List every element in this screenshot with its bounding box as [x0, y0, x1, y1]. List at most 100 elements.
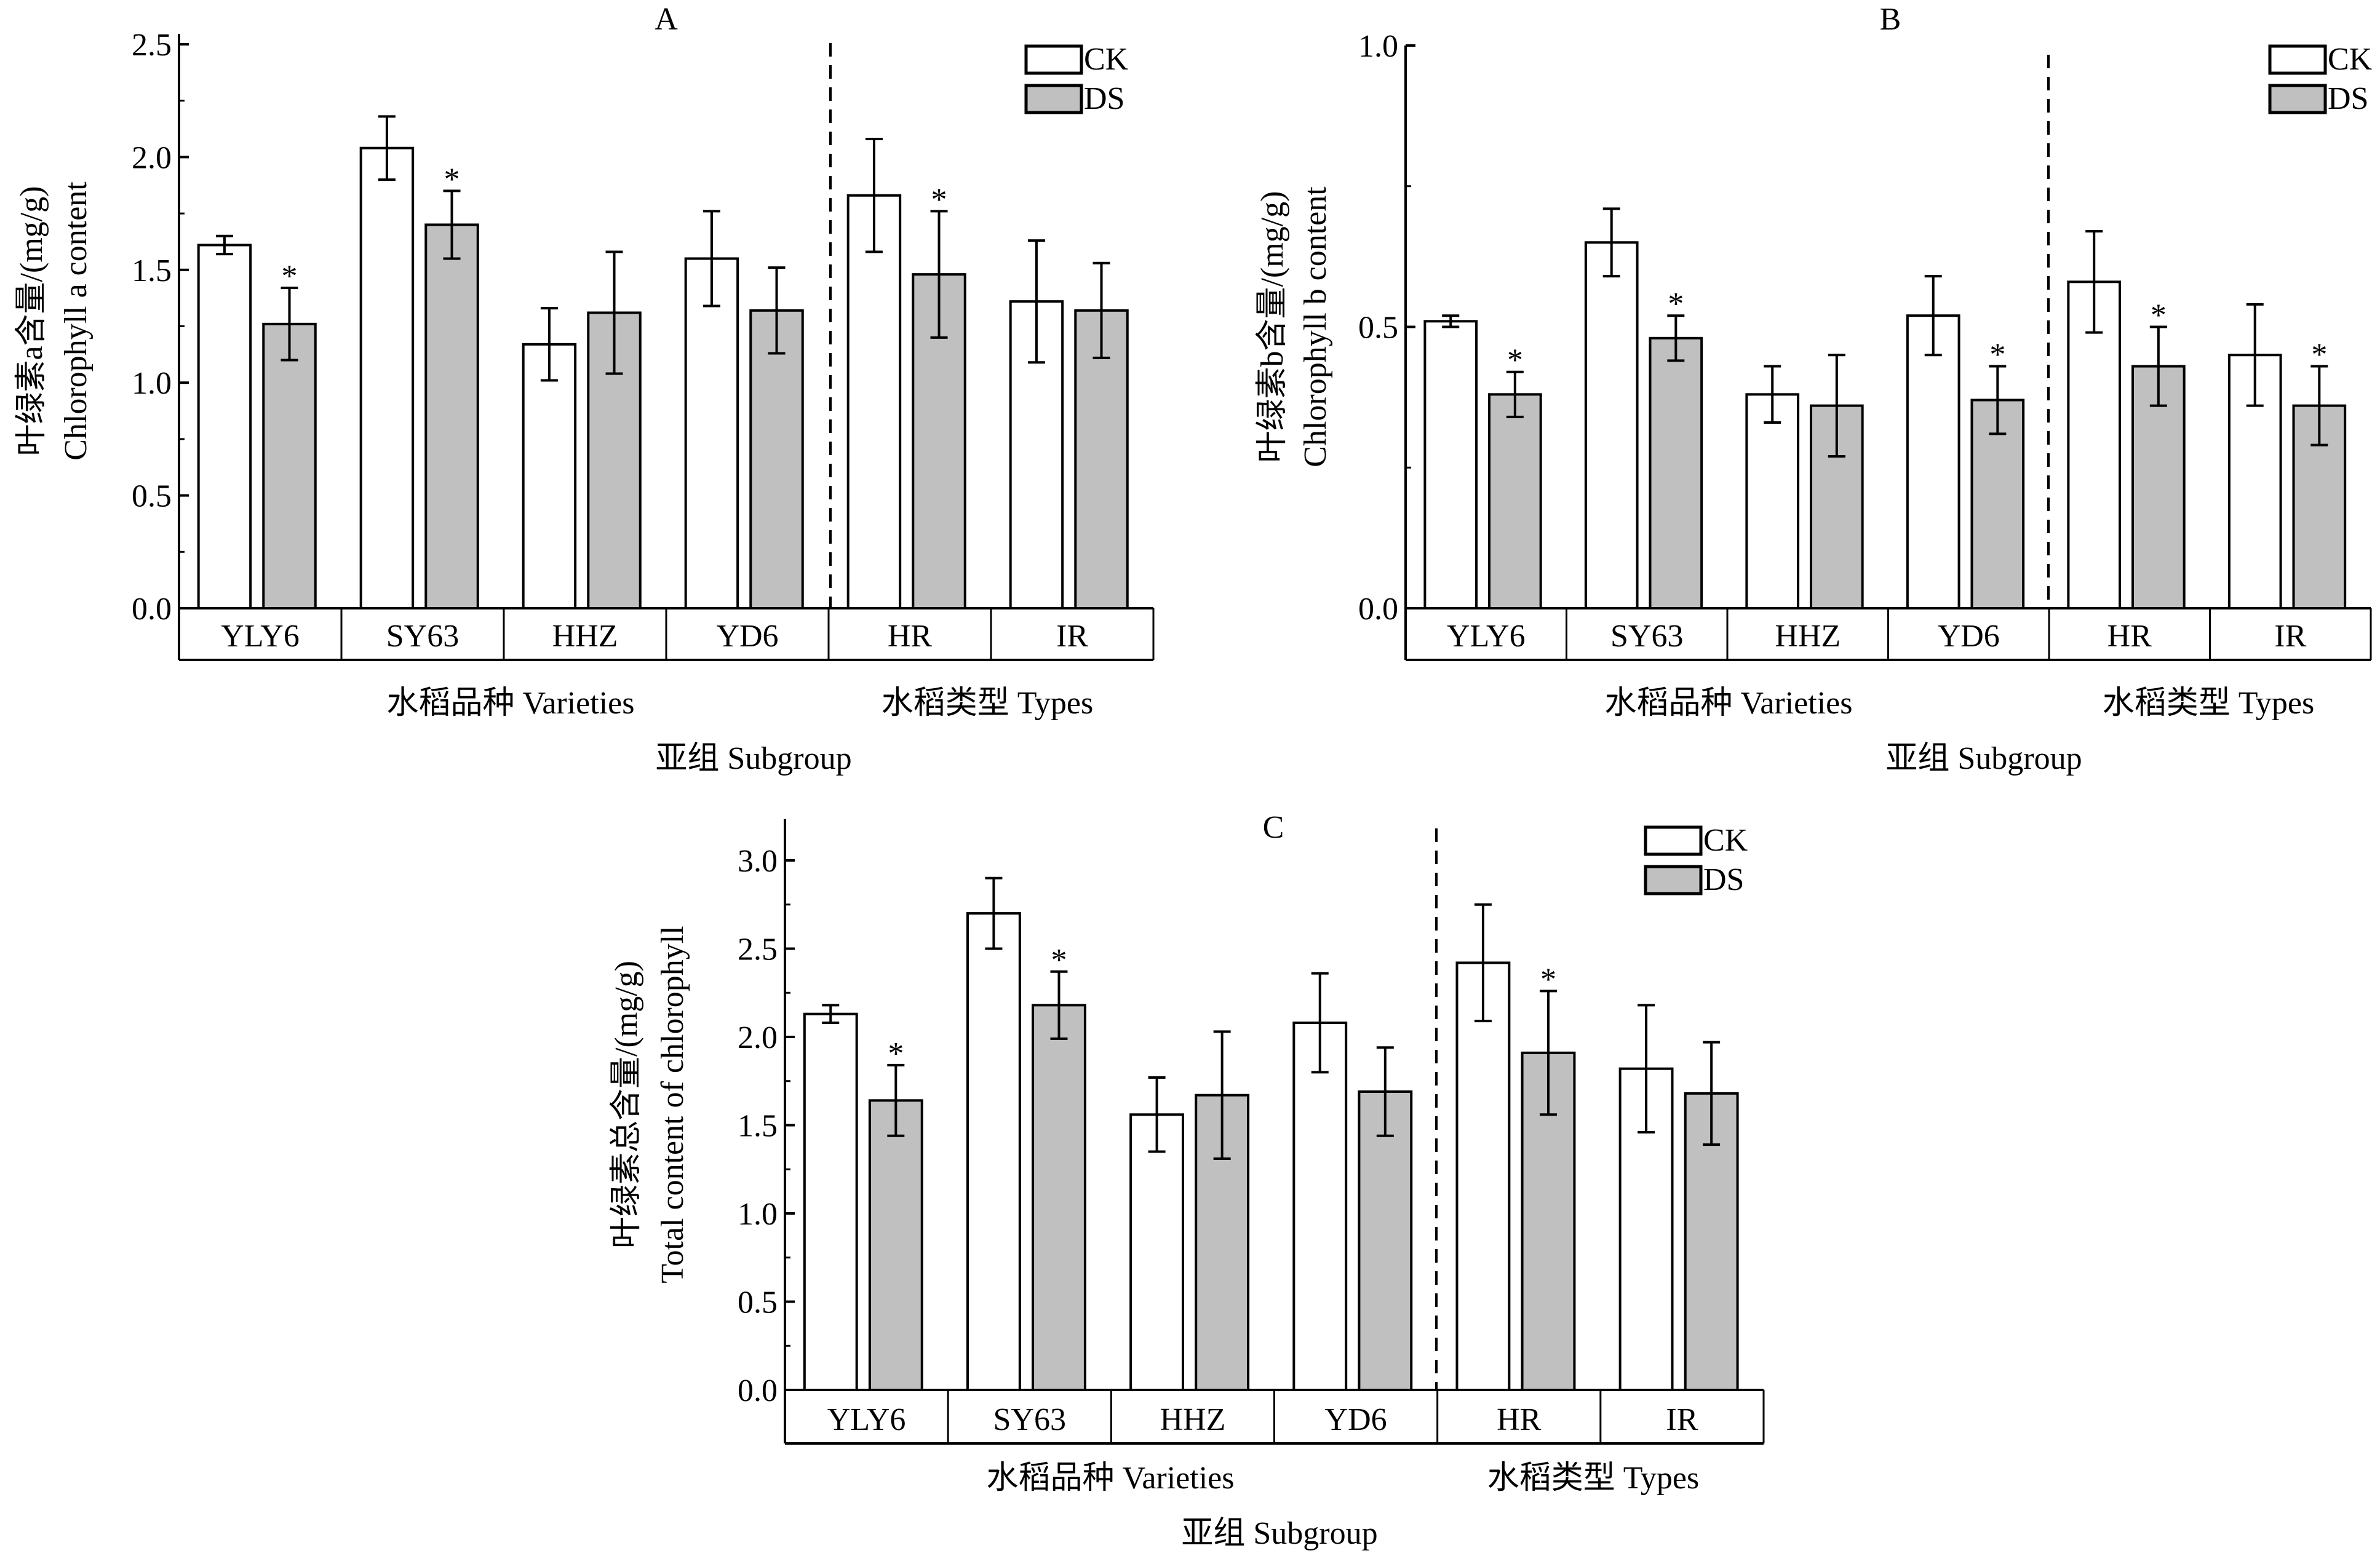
significance-marker: * — [888, 1036, 904, 1071]
x-category-label: SY63 — [1610, 619, 1683, 654]
x-category-label: YLY6 — [1447, 619, 1526, 654]
significance-marker: * — [2311, 338, 2327, 373]
y-tick-label: 0.0 — [738, 1373, 778, 1408]
y-tick-label: 0.5 — [132, 479, 172, 514]
legend-label-ds: DS — [2328, 81, 2368, 116]
y-axis-label-en: Total content of chlorophyll — [655, 926, 690, 1283]
significance-marker: * — [1051, 943, 1067, 978]
legend-label-ds: DS — [1703, 862, 1744, 897]
y-tick-label: 3.0 — [738, 844, 778, 879]
group-label-types: 水稻类型 Types — [1487, 1461, 1699, 1496]
x-axis-label: 亚组 Subgroup — [1885, 741, 2082, 776]
y-tick-label: 0.5 — [1358, 311, 1398, 346]
bar-ds — [262, 322, 317, 609]
y-axis-label-cn: 叶绿素总含量/(mg/g) — [609, 961, 644, 1248]
legend-label-ck: CK — [2328, 42, 2373, 77]
legend: CK DS — [1644, 823, 1748, 897]
y-tick-label: 1.0 — [132, 366, 172, 401]
bar-ds — [749, 309, 804, 609]
significance-marker: * — [282, 259, 298, 294]
x-axis-label: 亚组 Subgroup — [1181, 1516, 1377, 1551]
y-tick-label: 0.0 — [132, 592, 172, 627]
y-tick-label: 2.5 — [132, 28, 172, 63]
bar-ck — [197, 244, 252, 609]
x-category-label: HHZ — [552, 619, 618, 654]
y-tick-label: 0.5 — [738, 1285, 778, 1320]
y-tick-label: 1.0 — [1358, 29, 1398, 64]
y-axis-label-en: Chlorophyll b content — [1298, 186, 1333, 467]
legend-label-ck: CK — [1703, 823, 1748, 858]
bar-ck — [684, 257, 739, 609]
legend-label-ck: CK — [1084, 42, 1129, 77]
x-category-label: HR — [888, 619, 933, 654]
x-category-label: HHZ — [1160, 1402, 1225, 1437]
bar-ds — [868, 1099, 923, 1391]
group-label-types: 水稻类型 Types — [2103, 686, 2314, 721]
panel-label: A — [655, 2, 678, 37]
x-category-label: YD6 — [1325, 1402, 1387, 1437]
bar-ds — [1358, 1090, 1413, 1391]
x-category-label: SY63 — [993, 1402, 1066, 1437]
x-category-label: YD6 — [716, 619, 778, 654]
bar-ds — [1074, 309, 1129, 609]
bar-ck — [966, 912, 1021, 1391]
bar-ck — [1584, 241, 1639, 609]
significance-marker: * — [931, 182, 947, 217]
legend-swatch-ck — [2268, 44, 2327, 75]
y-tick-label: 1.5 — [132, 253, 172, 288]
legend-swatch-ds — [2268, 84, 2327, 114]
significance-marker: * — [1507, 343, 1523, 378]
group-label-varieties: 水稻品种 Varieties — [987, 1461, 1235, 1496]
group-label-types: 水稻类型 Types — [882, 686, 1093, 721]
bar-ck — [1423, 320, 1478, 609]
panel-label: B — [1880, 2, 1901, 37]
bar-ck — [803, 1012, 858, 1391]
y-tick-label: 1.0 — [738, 1197, 778, 1232]
bar-ds — [1487, 393, 1542, 609]
y-tick-label: 2.5 — [738, 932, 778, 967]
legend-label-ds: DS — [1084, 81, 1124, 116]
group-label-varieties: 水稻品种 Varieties — [387, 686, 635, 721]
bar-ck — [1745, 393, 1800, 609]
x-category-label: IR — [1056, 619, 1088, 654]
y-axis-label-cn: 叶绿素a含量/(mg/g) — [14, 186, 49, 456]
bar-ck — [1906, 314, 1960, 609]
legend-swatch-ck — [1644, 825, 1703, 856]
bar-ds — [1649, 336, 1703, 609]
bar-ck — [846, 194, 902, 610]
legend-swatch-ds — [1644, 865, 1703, 895]
significance-marker: * — [1668, 287, 1684, 322]
panel-A: A 0.0 0.5 1.0 1.5 2.0 2.5 YLY6 SY63 HHZ YD6 HR IR * * *… — [14, 2, 1155, 776]
y-tick-label: 0.0 — [1358, 592, 1398, 627]
significance-marker: * — [2151, 298, 2167, 333]
x-category-label: SY63 — [386, 619, 459, 654]
y-tick-label: 2.0 — [738, 1020, 778, 1055]
x-category-label: YLY6 — [221, 619, 300, 654]
x-category-label: HR — [1497, 1402, 1542, 1437]
y-tick-label: 1.5 — [738, 1109, 778, 1144]
bar-ds — [1032, 1004, 1086, 1391]
x-category-label: HHZ — [1775, 619, 1841, 654]
bar-ck — [1292, 1022, 1348, 1392]
legend: CK DS — [2268, 42, 2373, 116]
panel-C: C 0.0 0.5 1.0 1.5 2.0 2.5 3.0 YLY6 SY63 HHZ YD6 HR IR… — [609, 810, 1765, 1551]
bar-ds — [587, 311, 642, 609]
bar-ck — [1455, 961, 1511, 1391]
bar-ck — [359, 146, 415, 609]
x-category-label: HR — [2107, 619, 2152, 654]
panel-B: B 0.0 0.5 1.0 YLY6 SY63 HHZ YD6 HR IR * * * * * CK DS 叶绿素… — [1255, 2, 2373, 776]
x-category-label: YD6 — [1938, 619, 2000, 654]
significance-marker: * — [1540, 962, 1556, 997]
bar-ds — [424, 223, 479, 609]
legend-swatch-ds — [1024, 84, 1083, 114]
panel-label: C — [1263, 810, 1284, 845]
y-axis-label-en: Chlorophyll a content — [58, 181, 94, 461]
legend-swatch-ck — [1024, 44, 1083, 75]
group-label-varieties: 水稻品种 Varieties — [1605, 686, 1853, 721]
x-category-label: YLY6 — [827, 1402, 906, 1437]
legend: CK DS — [1024, 42, 1129, 116]
x-category-label: IR — [1666, 1402, 1698, 1437]
significance-marker: * — [1989, 338, 2005, 373]
bar-ck — [1129, 1113, 1185, 1392]
